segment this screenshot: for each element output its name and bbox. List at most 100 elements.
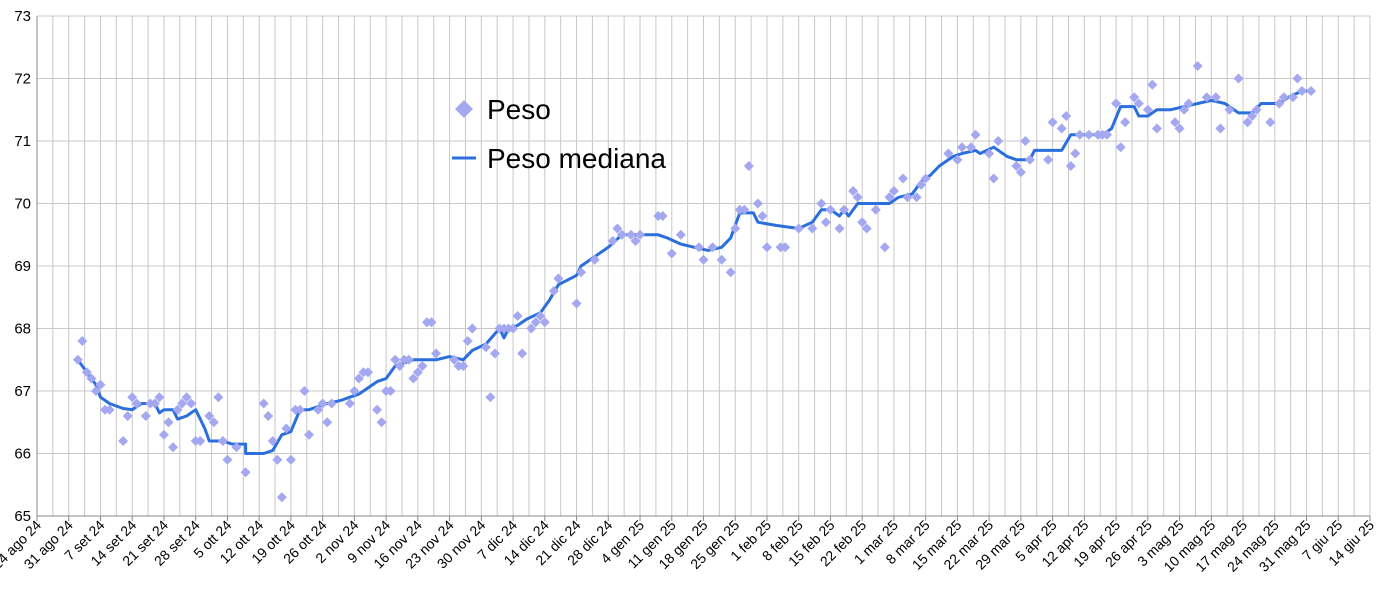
data-point [299, 386, 310, 396]
series-peso-mediana [76, 89, 1312, 455]
data-point [1233, 73, 1244, 84]
y-tick-label: 66 [14, 446, 31, 463]
data-point [326, 398, 337, 409]
data-point [1278, 92, 1289, 103]
data-point [403, 354, 414, 365]
data-point [344, 398, 355, 409]
data-point [177, 398, 188, 409]
data-point [90, 386, 101, 396]
y-tick-label: 68 [14, 321, 31, 338]
data-point [1210, 92, 1221, 103]
data-point [571, 298, 582, 309]
data-point [1083, 129, 1094, 140]
data-point [258, 398, 269, 409]
data-point [1292, 73, 1303, 84]
y-tick-label: 69 [14, 258, 31, 275]
y-tick-label: 71 [14, 133, 31, 150]
data-point [993, 136, 1004, 146]
data-point [217, 436, 228, 446]
data-point [372, 404, 383, 415]
data-point [848, 186, 859, 196]
data-point [1133, 98, 1144, 109]
data-point [920, 173, 931, 184]
y-tick-label: 73 [14, 8, 31, 25]
data-point [698, 254, 709, 265]
data-point [385, 386, 396, 396]
data-point [616, 229, 627, 240]
data-point [1056, 123, 1067, 134]
data-point [861, 223, 872, 234]
data-point [1170, 117, 1181, 128]
data-point [149, 398, 160, 409]
data-point [916, 179, 927, 190]
data-point [1247, 111, 1258, 121]
data-point [635, 229, 646, 240]
data-point [1179, 104, 1190, 115]
data-point [140, 411, 151, 421]
data-point [988, 173, 999, 184]
data-point [408, 373, 419, 384]
data-point [857, 217, 868, 228]
data-point [313, 404, 324, 415]
data-point [86, 373, 97, 384]
legend: Peso Peso mediana [452, 94, 666, 174]
data-point [970, 129, 981, 140]
data-point [213, 392, 224, 403]
data-point [104, 404, 115, 415]
data-point [693, 242, 704, 253]
data-point [1147, 79, 1158, 90]
data-point [1047, 117, 1058, 128]
data-point [1115, 142, 1126, 153]
data-point [625, 229, 636, 240]
data-point [276, 492, 287, 503]
data-point [589, 254, 600, 265]
data-point [294, 404, 305, 415]
data-point [517, 348, 528, 359]
data-point [956, 142, 967, 153]
data-point [181, 392, 192, 403]
data-point [263, 411, 274, 421]
data-point [870, 204, 881, 215]
data-point [394, 361, 405, 371]
data-point [1043, 154, 1054, 165]
data-point [1015, 167, 1026, 178]
data-point [839, 204, 850, 215]
data-point [530, 317, 541, 328]
data-point [349, 386, 360, 396]
data-point [281, 423, 292, 434]
data-point [539, 317, 550, 328]
data-point [1174, 123, 1185, 134]
data-point [1024, 154, 1035, 165]
data-point [467, 323, 478, 334]
data-point [426, 317, 437, 328]
data-point [1274, 98, 1285, 109]
data-point [879, 242, 890, 253]
data-point [208, 417, 219, 428]
data-point [825, 204, 836, 215]
data-point [666, 248, 677, 259]
data-point [1215, 123, 1226, 134]
data-point [1129, 92, 1140, 103]
data-point [743, 161, 754, 171]
data-point [158, 429, 169, 440]
data-point [449, 354, 460, 365]
data-point [489, 348, 500, 359]
data-point [163, 417, 174, 428]
data-point [757, 211, 768, 221]
data-point [458, 361, 469, 371]
data-point [1065, 161, 1076, 171]
y-axis-ticks: 65 66 67 68 69 70 71 72 73 [14, 8, 31, 525]
data-point [512, 311, 523, 321]
data-point [752, 198, 763, 209]
data-point [526, 323, 537, 334]
data-point [1183, 98, 1194, 109]
legend-label-peso-mediana: Peso mediana [487, 143, 666, 174]
data-point [897, 173, 908, 184]
series-peso [72, 61, 1317, 503]
data-point [1074, 129, 1085, 140]
data-point [240, 467, 251, 478]
data-point [480, 342, 491, 353]
data-point [707, 242, 718, 253]
data-point [272, 454, 283, 465]
